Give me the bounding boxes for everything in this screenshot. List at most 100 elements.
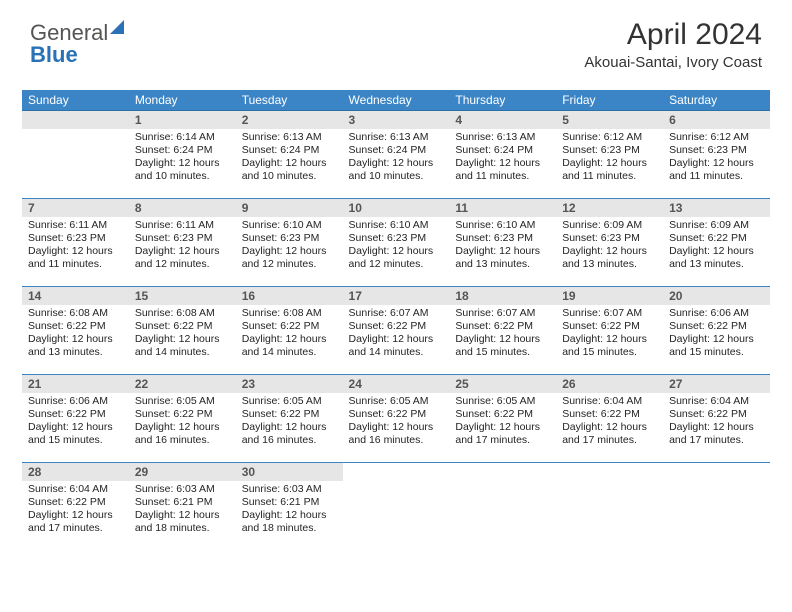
sunset-text: Sunset: 6:22 PM: [349, 408, 444, 421]
calendar-cell: 21Sunrise: 6:06 AMSunset: 6:22 PMDayligh…: [22, 375, 129, 463]
calendar-row: 28Sunrise: 6:04 AMSunset: 6:22 PMDayligh…: [22, 463, 770, 551]
day-details: Sunrise: 6:07 AMSunset: 6:22 PMDaylight:…: [556, 305, 663, 363]
calendar-cell: 30Sunrise: 6:03 AMSunset: 6:21 PMDayligh…: [236, 463, 343, 551]
day-number: 20: [663, 287, 770, 305]
daylight-text: Daylight: 12 hours and 15 minutes.: [669, 333, 764, 359]
day-details: Sunrise: 6:10 AMSunset: 6:23 PMDaylight:…: [449, 217, 556, 275]
calendar-cell: [343, 463, 450, 551]
calendar-cell: 7Sunrise: 6:11 AMSunset: 6:23 PMDaylight…: [22, 199, 129, 287]
sunset-text: Sunset: 6:22 PM: [455, 408, 550, 421]
daylight-text: Daylight: 12 hours and 15 minutes.: [562, 333, 657, 359]
day-number: 16: [236, 287, 343, 305]
sunset-text: Sunset: 6:22 PM: [669, 232, 764, 245]
sunset-text: Sunset: 6:22 PM: [349, 320, 444, 333]
sunset-text: Sunset: 6:22 PM: [135, 408, 230, 421]
calendar-cell: 13Sunrise: 6:09 AMSunset: 6:22 PMDayligh…: [663, 199, 770, 287]
calendar-cell: 23Sunrise: 6:05 AMSunset: 6:22 PMDayligh…: [236, 375, 343, 463]
day-number: 2: [236, 111, 343, 129]
sunset-text: Sunset: 6:21 PM: [135, 496, 230, 509]
calendar-cell: 14Sunrise: 6:08 AMSunset: 6:22 PMDayligh…: [22, 287, 129, 375]
sunset-text: Sunset: 6:22 PM: [28, 408, 123, 421]
calendar-row: 21Sunrise: 6:06 AMSunset: 6:22 PMDayligh…: [22, 375, 770, 463]
day-details: Sunrise: 6:05 AMSunset: 6:22 PMDaylight:…: [449, 393, 556, 451]
day-number: 28: [22, 463, 129, 481]
calendar-cell: 1Sunrise: 6:14 AMSunset: 6:24 PMDaylight…: [129, 111, 236, 199]
calendar-cell: 6Sunrise: 6:12 AMSunset: 6:23 PMDaylight…: [663, 111, 770, 199]
title-block: April 2024 Akouai-Santai, Ivory Coast: [584, 18, 762, 71]
daylight-text: Daylight: 12 hours and 17 minutes.: [669, 421, 764, 447]
calendar-cell: 25Sunrise: 6:05 AMSunset: 6:22 PMDayligh…: [449, 375, 556, 463]
day-number: 6: [663, 111, 770, 129]
day-number: 17: [343, 287, 450, 305]
sunrise-text: Sunrise: 6:09 AM: [669, 219, 764, 232]
day-details: Sunrise: 6:04 AMSunset: 6:22 PMDaylight:…: [22, 481, 129, 539]
daylight-text: Daylight: 12 hours and 10 minutes.: [135, 157, 230, 183]
day-number: 30: [236, 463, 343, 481]
sunset-text: Sunset: 6:22 PM: [455, 320, 550, 333]
day-number: 12: [556, 199, 663, 217]
sunset-text: Sunset: 6:24 PM: [455, 144, 550, 157]
day-details: Sunrise: 6:09 AMSunset: 6:23 PMDaylight:…: [556, 217, 663, 275]
day-details: Sunrise: 6:14 AMSunset: 6:24 PMDaylight:…: [129, 129, 236, 187]
calendar-cell: 15Sunrise: 6:08 AMSunset: 6:22 PMDayligh…: [129, 287, 236, 375]
day-details: Sunrise: 6:10 AMSunset: 6:23 PMDaylight:…: [343, 217, 450, 275]
sunrise-text: Sunrise: 6:06 AM: [28, 395, 123, 408]
daylight-text: Daylight: 12 hours and 17 minutes.: [28, 509, 123, 535]
sunrise-text: Sunrise: 6:07 AM: [562, 307, 657, 320]
calendar-cell: 22Sunrise: 6:05 AMSunset: 6:22 PMDayligh…: [129, 375, 236, 463]
sunset-text: Sunset: 6:21 PM: [242, 496, 337, 509]
day-number: 22: [129, 375, 236, 393]
day-number: 27: [663, 375, 770, 393]
sunrise-text: Sunrise: 6:04 AM: [669, 395, 764, 408]
sunrise-text: Sunrise: 6:08 AM: [242, 307, 337, 320]
sunrise-text: Sunrise: 6:13 AM: [349, 131, 444, 144]
day-number: 24: [343, 375, 450, 393]
sunrise-text: Sunrise: 6:08 AM: [135, 307, 230, 320]
day-details: Sunrise: 6:05 AMSunset: 6:22 PMDaylight:…: [129, 393, 236, 451]
calendar-cell: 8Sunrise: 6:11 AMSunset: 6:23 PMDaylight…: [129, 199, 236, 287]
sunset-text: Sunset: 6:24 PM: [349, 144, 444, 157]
day-number: 11: [449, 199, 556, 217]
calendar-cell: 29Sunrise: 6:03 AMSunset: 6:21 PMDayligh…: [129, 463, 236, 551]
page-header: General Blue April 2024 Akouai-Santai, I…: [0, 0, 792, 90]
day-details: Sunrise: 6:10 AMSunset: 6:23 PMDaylight:…: [236, 217, 343, 275]
calendar-cell: 12Sunrise: 6:09 AMSunset: 6:23 PMDayligh…: [556, 199, 663, 287]
sunset-text: Sunset: 6:22 PM: [28, 496, 123, 509]
calendar-cell: [22, 111, 129, 199]
sunrise-text: Sunrise: 6:05 AM: [349, 395, 444, 408]
col-tuesday: Tuesday: [236, 90, 343, 111]
day-number: 3: [343, 111, 450, 129]
sunrise-text: Sunrise: 6:10 AM: [455, 219, 550, 232]
calendar-cell: 20Sunrise: 6:06 AMSunset: 6:22 PMDayligh…: [663, 287, 770, 375]
day-details: Sunrise: 6:08 AMSunset: 6:22 PMDaylight:…: [129, 305, 236, 363]
sunrise-text: Sunrise: 6:12 AM: [562, 131, 657, 144]
daylight-text: Daylight: 12 hours and 17 minutes.: [455, 421, 550, 447]
day-number: 7: [22, 199, 129, 217]
daylight-text: Daylight: 12 hours and 15 minutes.: [455, 333, 550, 359]
calendar-cell: 19Sunrise: 6:07 AMSunset: 6:22 PMDayligh…: [556, 287, 663, 375]
day-number: 25: [449, 375, 556, 393]
logo: General Blue: [30, 20, 124, 68]
day-details: Sunrise: 6:04 AMSunset: 6:22 PMDaylight:…: [663, 393, 770, 451]
day-number: 14: [22, 287, 129, 305]
calendar-row: 14Sunrise: 6:08 AMSunset: 6:22 PMDayligh…: [22, 287, 770, 375]
sunrise-text: Sunrise: 6:09 AM: [562, 219, 657, 232]
sunrise-text: Sunrise: 6:11 AM: [135, 219, 230, 232]
sunrise-text: Sunrise: 6:08 AM: [28, 307, 123, 320]
day-number: 26: [556, 375, 663, 393]
day-details: Sunrise: 6:05 AMSunset: 6:22 PMDaylight:…: [236, 393, 343, 451]
sunrise-text: Sunrise: 6:10 AM: [349, 219, 444, 232]
day-number: 15: [129, 287, 236, 305]
daylight-text: Daylight: 12 hours and 11 minutes.: [28, 245, 123, 271]
calendar-cell: 28Sunrise: 6:04 AMSunset: 6:22 PMDayligh…: [22, 463, 129, 551]
calendar-cell: 5Sunrise: 6:12 AMSunset: 6:23 PMDaylight…: [556, 111, 663, 199]
sunset-text: Sunset: 6:22 PM: [669, 408, 764, 421]
sunset-text: Sunset: 6:23 PM: [562, 232, 657, 245]
daylight-text: Daylight: 12 hours and 18 minutes.: [135, 509, 230, 535]
daylight-text: Daylight: 12 hours and 13 minutes.: [455, 245, 550, 271]
calendar-row: 1Sunrise: 6:14 AMSunset: 6:24 PMDaylight…: [22, 111, 770, 199]
day-details: Sunrise: 6:09 AMSunset: 6:22 PMDaylight:…: [663, 217, 770, 275]
day-number: 9: [236, 199, 343, 217]
col-thursday: Thursday: [449, 90, 556, 111]
sunrise-text: Sunrise: 6:06 AM: [669, 307, 764, 320]
